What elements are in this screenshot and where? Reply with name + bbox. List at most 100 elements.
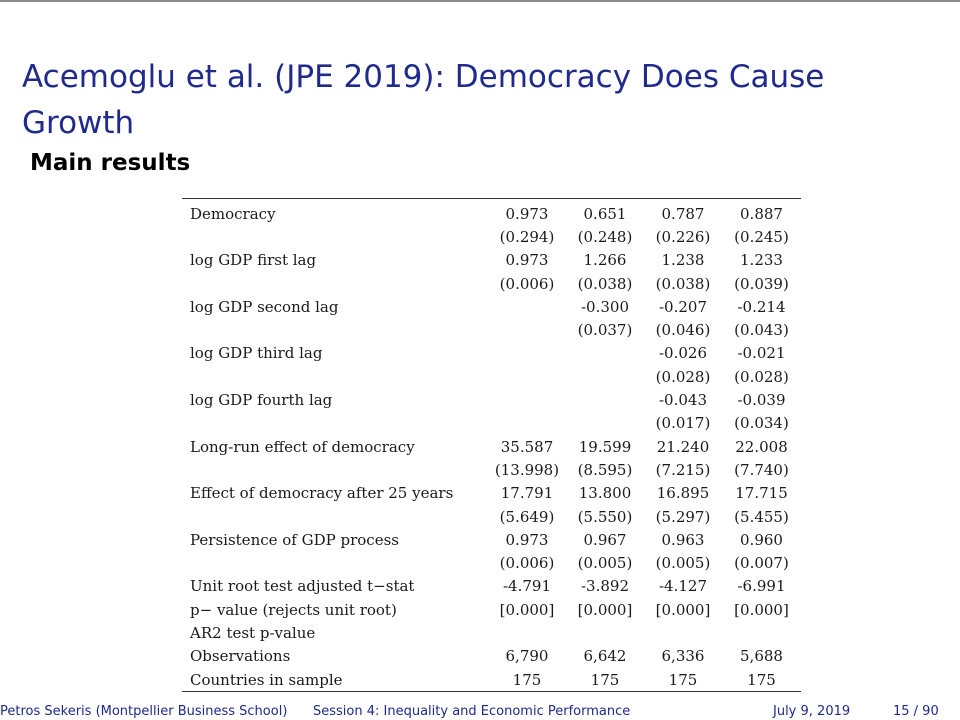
row-label xyxy=(182,412,488,435)
table-cell: 1.233 xyxy=(740,251,783,270)
table-row: (0.037) (0.046) (0.043) xyxy=(182,318,801,341)
table-cell: 6,642 xyxy=(583,647,627,666)
table-cell: 0.887 xyxy=(740,204,783,223)
table-cell: (0.294) xyxy=(499,227,555,246)
table-cell: -0.300 xyxy=(580,297,629,316)
table-cell: 0.963 xyxy=(661,530,705,549)
table-row: p− value (rejects unit root) [0.000] [0.… xyxy=(182,598,801,621)
table-row: Countries in sample 175 175 175 175 xyxy=(182,668,801,692)
table-cell: 17.715 xyxy=(735,484,788,503)
row-label: Democracy xyxy=(190,204,276,223)
table-cell xyxy=(566,388,644,411)
table-cell: -0.026 xyxy=(658,344,707,363)
table-cell: 6,336 xyxy=(661,647,705,666)
table-cell xyxy=(488,365,566,388)
table-cell: (0.006) xyxy=(499,274,555,293)
table-cell: 22.008 xyxy=(735,437,788,456)
table-cell: (0.248) xyxy=(577,227,633,246)
table-cell: (7.740) xyxy=(734,460,789,479)
table-cell: 16.895 xyxy=(656,484,710,503)
table-cell: (0.006) xyxy=(499,554,555,573)
frame-subtitle: Main results xyxy=(30,150,191,176)
table-row: (13.998) (8.595) (7.215) (7.740) xyxy=(182,458,801,481)
table-cell xyxy=(488,342,566,365)
table-cell: 1.238 xyxy=(661,251,705,270)
table-cell: -3.892 xyxy=(580,577,629,596)
table-cell: 0.651 xyxy=(583,204,627,223)
row-label xyxy=(182,458,488,481)
table-cell: 0.787 xyxy=(661,204,705,223)
table-cell: 0.973 xyxy=(505,251,549,270)
table-row: (0.006) (0.038) (0.038) (0.039) xyxy=(182,272,801,295)
table-cell: (5.649) xyxy=(499,507,555,526)
table-row: (0.294) (0.248) (0.226) (0.245) xyxy=(182,225,801,248)
table-row: log GDP fourth lag -0.043 -0.039 xyxy=(182,388,801,411)
table-cell xyxy=(488,412,566,435)
table-cell: (0.017) xyxy=(655,414,711,433)
table-cell: 175 xyxy=(590,670,620,689)
table-cell: -4.127 xyxy=(658,577,707,596)
table-cell: (0.037) xyxy=(577,321,633,340)
table-cell: [0.000] xyxy=(655,600,711,619)
table-row: Persistence of GDP process 0.973 0.967 0… xyxy=(182,528,801,551)
table-cell: 0.960 xyxy=(740,530,783,549)
table-cell: 35.587 xyxy=(500,437,554,456)
table-cell xyxy=(722,621,801,644)
table-cell xyxy=(488,388,566,411)
row-label: Long-run effect of democracy xyxy=(190,437,415,456)
table-cell: 0.973 xyxy=(505,530,549,549)
table-cell: 5,688 xyxy=(740,647,783,666)
table-cell: (0.028) xyxy=(655,367,711,386)
row-label: Unit root test adjusted t−stat xyxy=(190,577,415,596)
table-cell: -0.021 xyxy=(737,344,786,363)
row-label xyxy=(182,318,488,341)
table-cell: -0.039 xyxy=(737,391,786,410)
table-cell: 13.800 xyxy=(578,484,632,503)
table-cell: (0.034) xyxy=(734,414,789,433)
footer-bar: Petros Sekeris (Montpellier Business Sch… xyxy=(0,703,960,720)
table-cell: 21.240 xyxy=(656,437,710,456)
table-cell: (7.215) xyxy=(655,460,711,479)
table-cell xyxy=(644,621,722,644)
slide-title: Acemoglu et al. (JPE 2019): Democracy Do… xyxy=(22,59,825,141)
table-cell: 0.967 xyxy=(583,530,627,549)
table-cell: -0.207 xyxy=(658,297,707,316)
footer-page-number: 15 / 90 xyxy=(893,704,939,719)
table-cell: (5.455) xyxy=(734,507,789,526)
table-cell: [0.000] xyxy=(577,600,633,619)
table-cell: 19.599 xyxy=(578,437,632,456)
row-label xyxy=(182,225,488,248)
row-label: Observations xyxy=(190,647,291,666)
table-cell: -6.991 xyxy=(737,577,786,596)
table-cell: (0.245) xyxy=(734,227,789,246)
table-row: (0.028) (0.028) xyxy=(182,365,801,388)
table-cell: 0.973 xyxy=(505,204,549,223)
top-rule xyxy=(0,0,960,2)
table-row: (5.649) (5.550) (5.297) (5.455) xyxy=(182,505,801,528)
row-label: Countries in sample xyxy=(190,670,343,689)
row-label xyxy=(182,505,488,528)
table-cell: (0.038) xyxy=(655,274,711,293)
table-cell xyxy=(566,342,644,365)
table-cell: [0.000] xyxy=(499,600,555,619)
row-label: log GDP fourth lag xyxy=(190,391,333,410)
table-cell xyxy=(566,621,644,644)
table-cell: (0.005) xyxy=(577,554,633,573)
table-cell: -0.214 xyxy=(737,297,786,316)
table-row: log GDP first lag 0.973 1.266 1.238 1.23… xyxy=(182,249,801,272)
table-cell: (0.043) xyxy=(734,321,789,340)
table-row: log GDP second lag -0.300 -0.207 -0.214 xyxy=(182,295,801,318)
table-cell: -0.043 xyxy=(658,391,707,410)
table-cell: (0.028) xyxy=(734,367,789,386)
row-label: AR2 test p-value xyxy=(190,623,316,642)
table-row: AR2 test p-value xyxy=(182,621,801,644)
table-cell: 175 xyxy=(512,670,542,689)
table-cell: (0.226) xyxy=(655,227,711,246)
row-label: log GDP first lag xyxy=(190,251,317,270)
table-cell: (0.039) xyxy=(734,274,789,293)
table-row: Democracy 0.973 0.651 0.787 0.887 xyxy=(182,199,801,226)
results-table: Democracy 0.973 0.651 0.787 0.887 (0.294… xyxy=(182,198,801,693)
table-cell: (5.297) xyxy=(655,507,711,526)
table-row: Unit root test adjusted t−stat -4.791 -3… xyxy=(182,575,801,598)
table-cell xyxy=(566,365,644,388)
